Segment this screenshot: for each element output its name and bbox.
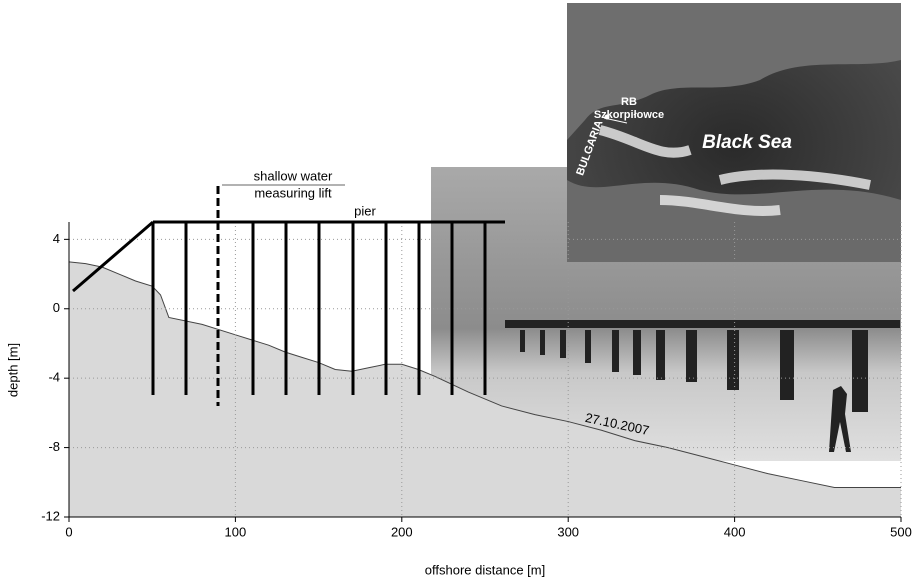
land xyxy=(567,180,901,262)
x-tick-label: 100 xyxy=(225,524,247,539)
annotation: measuring lift xyxy=(254,185,332,200)
x-axis-label: offshore distance [m] xyxy=(425,562,545,577)
photos: RB Szkorpiłowce BULGARIA Black Sea xyxy=(431,3,901,461)
x-tick-label: 300 xyxy=(557,524,579,539)
y-tick-label: -12 xyxy=(41,508,60,523)
annotation: Black Sea xyxy=(702,132,792,153)
area-outline xyxy=(68,261,901,488)
x-tick-label: 200 xyxy=(391,524,413,539)
annotation: pier xyxy=(354,203,376,218)
y-tick-label: 0 xyxy=(53,300,60,315)
annotation: shallow water xyxy=(254,168,333,183)
annotation: Szkorpiłowce xyxy=(594,109,664,121)
annotation: RB xyxy=(621,96,637,108)
photo-pier xyxy=(505,320,900,452)
leader-line xyxy=(603,117,628,124)
x-tick-label: 400 xyxy=(724,524,746,539)
pier xyxy=(72,186,505,406)
clouds xyxy=(598,125,871,216)
y-tick-label: -8 xyxy=(48,439,60,454)
x-tick-label: 0 xyxy=(65,524,72,539)
y-axis-label: depth [m] xyxy=(5,343,20,397)
x-tick-label: 500 xyxy=(890,524,912,539)
land xyxy=(567,3,901,140)
area xyxy=(69,261,901,517)
y-tick-label: 4 xyxy=(53,231,60,246)
y-tick-label: -4 xyxy=(48,370,60,385)
